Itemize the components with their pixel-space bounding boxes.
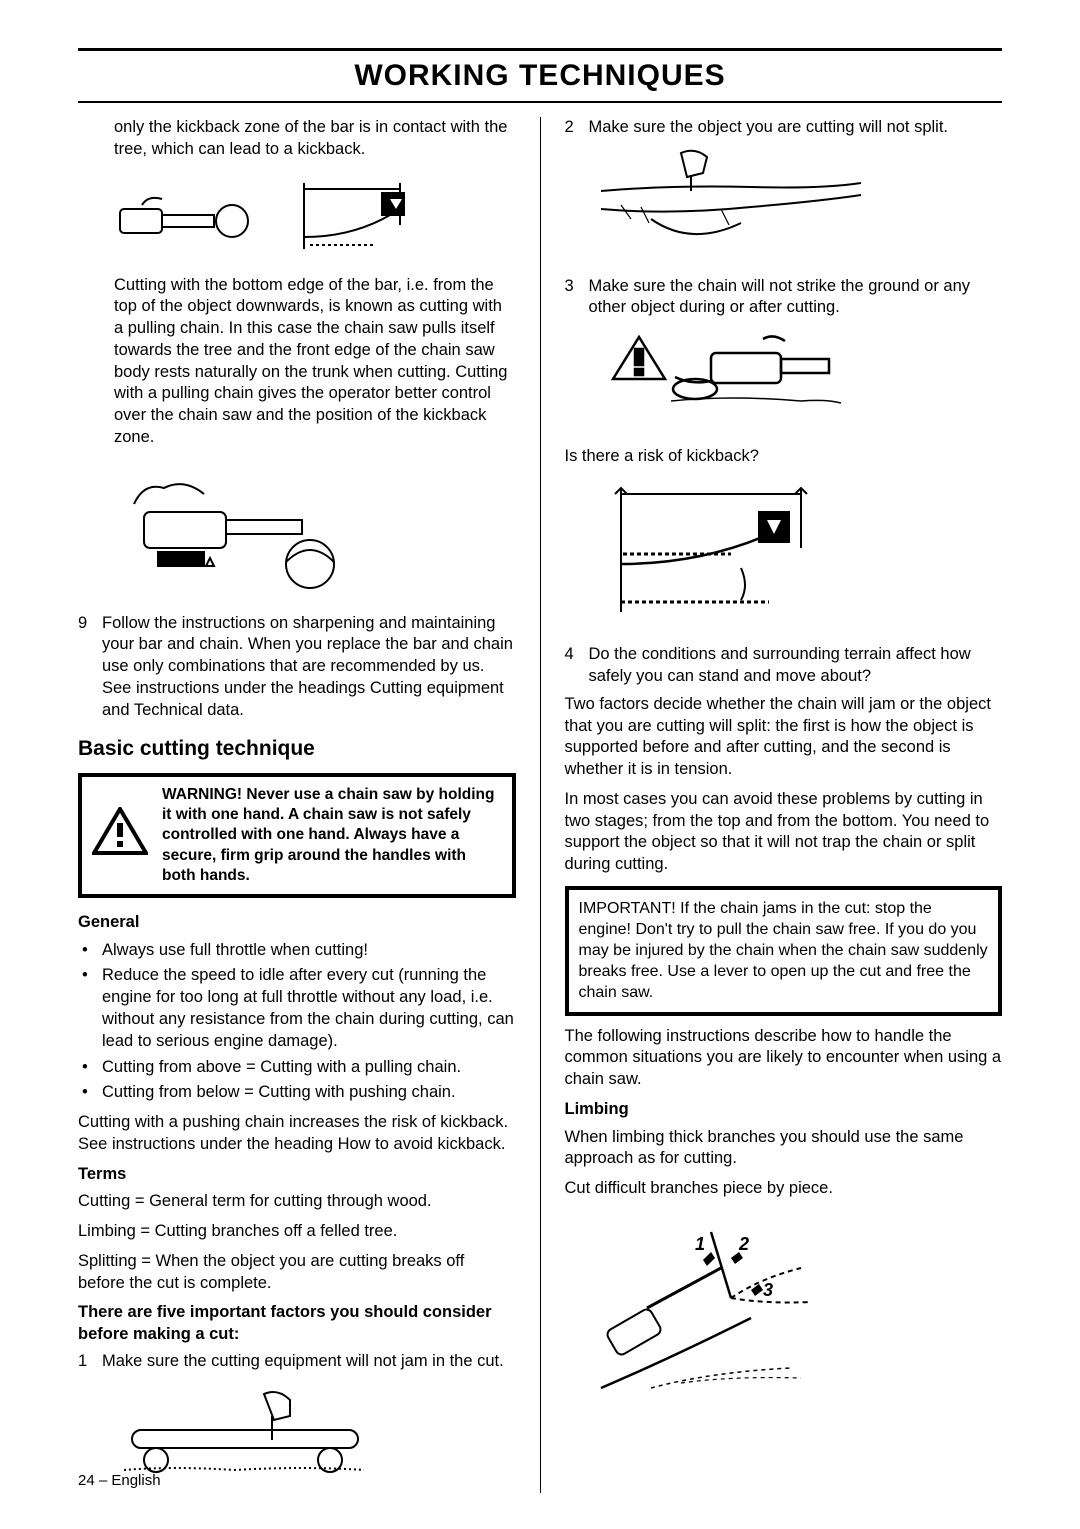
split-figure bbox=[591, 147, 1003, 264]
svg-text:2: 2 bbox=[738, 1234, 749, 1254]
factor-1-text: Make sure the cutting equipment will not… bbox=[102, 1351, 516, 1373]
two-column-layout: only the kickback zone of the bar is in … bbox=[78, 117, 1002, 1493]
factor-4: 4 Do the conditions and surrounding terr… bbox=[565, 644, 1003, 688]
limbing-para-1: When limbing thick branches you should u… bbox=[565, 1127, 1003, 1171]
right-column: 2 Make sure the object you are cutting w… bbox=[565, 117, 1003, 1493]
factor-2: 2 Make sure the object you are cutting w… bbox=[565, 117, 1003, 139]
bullet-1: Always use full throttle when cutting! bbox=[102, 940, 516, 962]
general-label: General bbox=[78, 912, 516, 934]
factor-1: 1 Make sure the cutting equipment will n… bbox=[78, 1351, 516, 1373]
warning-icon bbox=[92, 807, 148, 864]
general-bullets: •Always use full throttle when cutting! … bbox=[78, 940, 516, 1104]
jam-figure bbox=[114, 1383, 516, 1479]
svg-text:1: 1 bbox=[695, 1234, 705, 1254]
item-9-number: 9 bbox=[78, 613, 102, 722]
item-9: 9 Follow the instructions on sharpening … bbox=[78, 613, 516, 722]
title-underline bbox=[78, 101, 1002, 103]
item-9-text: Follow the instructions on sharpening an… bbox=[102, 613, 516, 722]
bullet-3: Cutting from above = Cutting with a pull… bbox=[102, 1057, 516, 1079]
important-box: IMPORTANT! If the chain jams in the cut:… bbox=[565, 886, 1003, 1016]
column-divider bbox=[540, 117, 541, 1493]
warning-text: WARNING! Never use a chain saw by holdin… bbox=[162, 785, 502, 886]
two-factors-para: Two factors decide whether the chain wil… bbox=[565, 694, 1003, 781]
factor-1-number: 1 bbox=[78, 1351, 102, 1373]
term-splitting: Splitting = When the object you are cutt… bbox=[78, 1251, 516, 1295]
warning-box: WARNING! Never use a chain saw by holdin… bbox=[78, 773, 516, 898]
kickback-question: Is there a risk of kickback? bbox=[565, 446, 1003, 468]
top-rule bbox=[78, 48, 1002, 51]
factor-2-text: Make sure the object you are cutting wil… bbox=[589, 117, 1003, 139]
page-footer: 24 – English bbox=[78, 1472, 161, 1489]
important-text: IMPORTANT! If the chain jams in the cut:… bbox=[579, 900, 988, 1001]
bullet-2: Reduce the speed to idle after every cut… bbox=[102, 965, 516, 1052]
factor-4-text: Do the conditions and surrounding terrai… bbox=[589, 644, 1003, 688]
pushing-chain-para: Cutting with a pushing chain increases t… bbox=[78, 1112, 516, 1156]
limbing-para-2: Cut difficult branches piece by piece. bbox=[565, 1178, 1003, 1200]
factor-3-text: Make sure the chain will not strike the … bbox=[589, 276, 1003, 320]
five-factors-heading: There are five important factors you sho… bbox=[78, 1302, 516, 1345]
bullet-4: Cutting from below = Cutting with pushin… bbox=[102, 1082, 516, 1104]
page-title: WORKING TECHNIQUES bbox=[78, 59, 1002, 93]
term-limbing: Limbing = Cutting branches off a felled … bbox=[78, 1221, 516, 1243]
factor-3-number: 3 bbox=[565, 276, 589, 320]
pulling-chain-figure bbox=[114, 459, 516, 599]
factor-2-number: 2 bbox=[565, 117, 589, 139]
ground-strike-figure bbox=[591, 327, 1003, 434]
following-instructions-para: The following instructions describe how … bbox=[565, 1026, 1003, 1091]
pulling-chain-text: Cutting with the bottom edge of the bar,… bbox=[78, 275, 516, 449]
left-column: only the kickback zone of the bar is in … bbox=[78, 117, 516, 1493]
limbing-figure: 1 2 3 bbox=[591, 1208, 1003, 1415]
avoid-para: In most cases you can avoid these proble… bbox=[565, 789, 1003, 876]
factor-4-number: 4 bbox=[565, 644, 589, 688]
terms-label: Terms bbox=[78, 1164, 516, 1186]
kickback-figure bbox=[114, 171, 516, 261]
factor-3: 3 Make sure the chain will not strike th… bbox=[565, 276, 1003, 320]
basic-cutting-heading: Basic cutting technique bbox=[78, 735, 516, 763]
kickback-zone-figure bbox=[591, 476, 1003, 633]
term-cutting: Cutting = General term for cutting throu… bbox=[78, 1191, 516, 1213]
limbing-label: Limbing bbox=[565, 1099, 1003, 1121]
svg-text:3: 3 bbox=[763, 1280, 773, 1300]
intro-text: only the kickback zone of the bar is in … bbox=[78, 117, 516, 161]
